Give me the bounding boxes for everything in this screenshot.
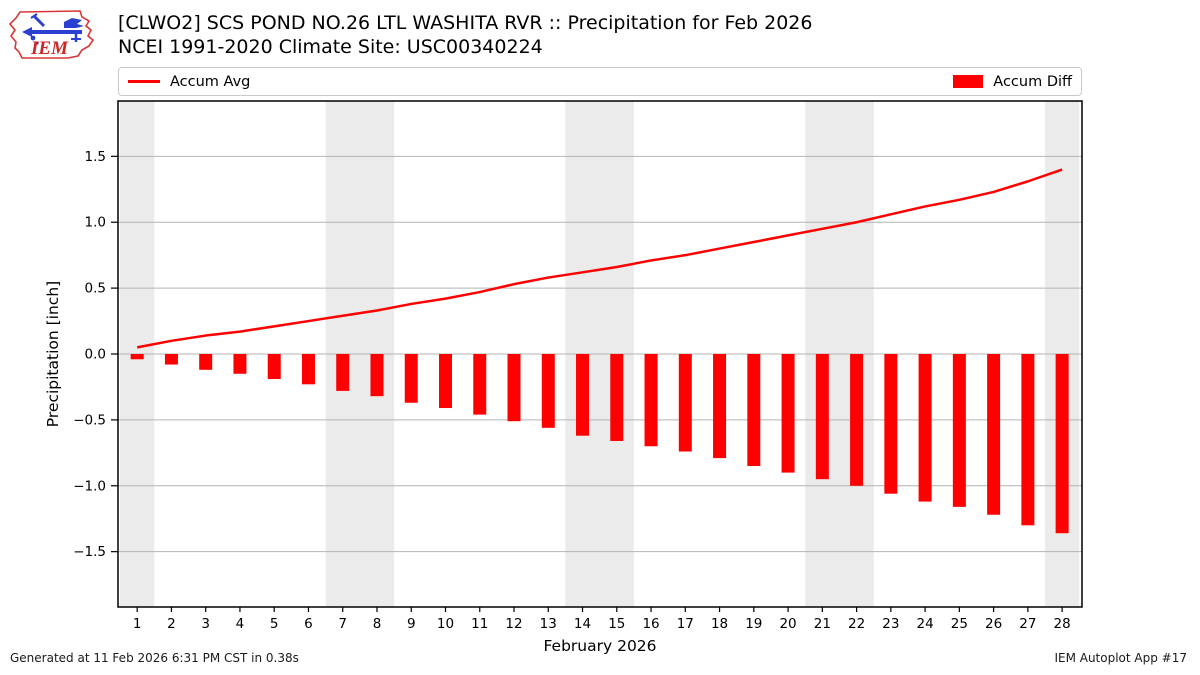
accum-diff-bar	[473, 354, 487, 415]
accum-diff-bar	[1055, 354, 1069, 534]
app-credit: IEM Autoplot App #17	[1054, 651, 1187, 665]
x-tick-label: 17	[677, 616, 694, 632]
logo-text: IEM	[30, 38, 69, 59]
accum-diff-bar	[850, 354, 864, 486]
accum-diff-bar	[644, 354, 658, 447]
x-tick-label: 24	[917, 616, 934, 632]
y-tick-label: 1.0	[85, 215, 106, 231]
plot-border	[117, 100, 1083, 608]
accum-avg-line	[136, 168, 1063, 349]
x-tick-label: 1	[133, 616, 142, 632]
iowa-outline-icon	[8, 10, 95, 59]
legend-label-accum-diff: Accum Diff	[993, 73, 1072, 90]
chart-titles: [CLWO2] SCS POND NO.26 LTL WASHITA RVR :…	[118, 11, 812, 59]
accum-diff-bar	[713, 354, 727, 459]
x-tick-label: 25	[951, 616, 968, 632]
accum-diff-bar-swatch-icon	[953, 75, 984, 88]
accum-diff-bar	[678, 354, 692, 452]
x-tick-label: 8	[373, 616, 382, 632]
y-tick-label: 0.0	[85, 347, 106, 363]
legend-entry-accum-diff: Accum Diff	[953, 74, 1072, 90]
accum-diff-bar	[438, 354, 452, 409]
accum-diff-bar	[233, 354, 247, 374]
x-tick-label: 9	[407, 616, 416, 632]
x-tick-label: 12	[505, 616, 522, 632]
y-tick-label: 1.5	[85, 149, 106, 165]
accum-diff-bar	[918, 354, 932, 502]
chart-title: [CLWO2] SCS POND NO.26 LTL WASHITA RVR :…	[118, 12, 813, 34]
accum-diff-bar	[952, 354, 966, 507]
accum-diff-bar	[267, 354, 281, 380]
x-tick-label: 10	[437, 616, 454, 632]
accum-avg-line-swatch-icon	[128, 80, 160, 83]
accum-diff-bar	[541, 354, 555, 428]
y-tick-label: −1.5	[73, 544, 106, 560]
accum-diff-bar	[781, 354, 795, 473]
y-tick-label: −0.5	[73, 412, 106, 428]
x-tick-label: 5	[270, 616, 279, 632]
accum-diff-bar	[301, 354, 315, 385]
accum-diff-bar	[747, 354, 761, 467]
legend-entry-accum-avg: Accum Avg	[128, 74, 250, 90]
x-tick-label: 28	[1054, 616, 1071, 632]
x-tick-label: 19	[745, 616, 762, 632]
x-tick-label: 26	[985, 616, 1002, 632]
accum-diff-bar	[507, 354, 521, 422]
generated-timestamp: Generated at 11 Feb 2026 6:31 PM CST in …	[10, 651, 299, 665]
y-tick-label: −1.0	[73, 478, 106, 494]
x-tick-label: 3	[201, 616, 210, 632]
accum-diff-bar	[987, 354, 1001, 515]
x-tick-label: 21	[814, 616, 831, 632]
accum-diff-bar	[164, 354, 178, 365]
x-tick-label: 15	[608, 616, 625, 632]
accum-diff-bar	[884, 354, 898, 494]
x-tick-label: 6	[304, 616, 313, 632]
x-tick-label: 11	[471, 616, 488, 632]
accum-diff-bar	[130, 354, 144, 360]
chart-subtitle: NCEI 1991-2020 Climate Site: USC00340224	[118, 36, 543, 58]
y-axis-label: Precipitation [inch]	[44, 281, 62, 427]
accum-diff-bar	[404, 354, 418, 403]
accum-diff-bar	[370, 354, 384, 397]
x-tick-label: 16	[642, 616, 659, 632]
x-tick-label: 7	[338, 616, 347, 632]
legend-label-accum-avg: Accum Avg	[170, 73, 251, 90]
x-axis-label: February 2026	[543, 637, 656, 655]
x-tick-label: 4	[236, 616, 245, 632]
x-tick-label: 27	[1019, 616, 1036, 632]
precipitation-chart: 1.51.00.50.0−0.5−1.0−1.51 2 3 4 5 6 7 8 9 10 11 12 1…	[44, 100, 1083, 655]
y-tick-label: 0.5	[85, 281, 106, 297]
weather-vane-icon	[22, 13, 84, 45]
accum-diff-bar	[576, 354, 590, 436]
x-tick-label: 2	[167, 616, 176, 632]
x-tick-label: 22	[848, 616, 865, 632]
x-tick-label: 14	[574, 616, 591, 632]
iem-logo: IEM	[8, 10, 95, 59]
chart-legend: Accum Avg Accum Diff	[118, 67, 1082, 96]
x-tick-label: 13	[540, 616, 557, 632]
accum-diff-bar	[610, 354, 624, 441]
x-tick-label: 23	[882, 616, 899, 632]
accum-diff-bar	[1021, 354, 1035, 526]
x-tick-label: 18	[711, 616, 728, 632]
x-tick-label: 20	[779, 616, 796, 632]
accum-diff-bar	[336, 354, 350, 391]
accum-diff-bar	[815, 354, 829, 480]
accum-diff-bar	[199, 354, 213, 370]
